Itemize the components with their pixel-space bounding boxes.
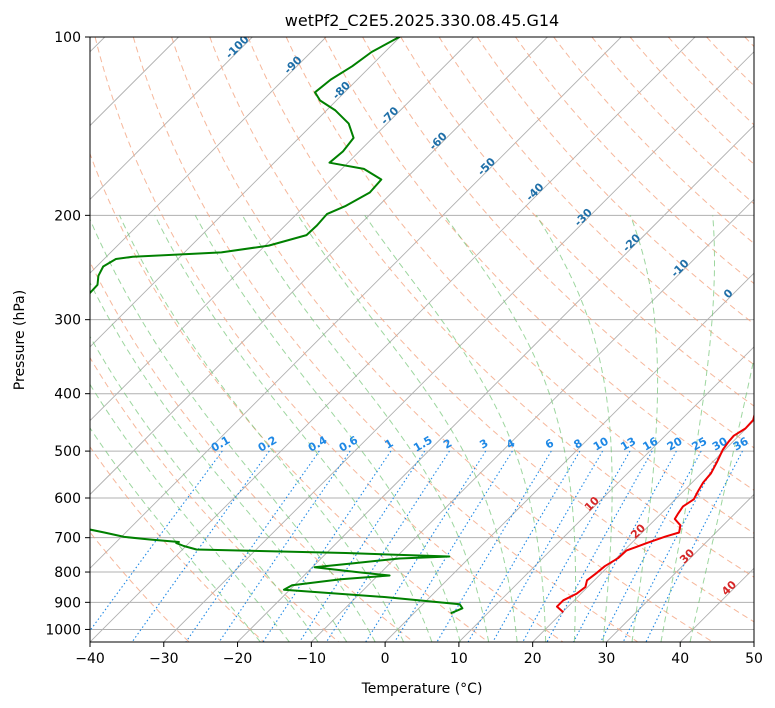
plot-frame [89, 36, 755, 643]
isotherm-line [163, 51, 754, 642]
dry-adiabat [285, 37, 754, 534]
x-axis-title: Temperature (°C) [361, 681, 483, 697]
y-tick-label: 100 [54, 30, 81, 46]
y-tick-label: 1000 [45, 622, 81, 638]
y-tick-label: 600 [54, 491, 81, 507]
y-tick-label: 900 [54, 595, 81, 611]
isotherm-line [90, 37, 253, 200]
y-axis-title: Pressure (hPa) [12, 290, 28, 390]
dry-adiabat [400, 37, 754, 407]
isotherm-line [90, 37, 327, 274]
dry-adiabat [591, 37, 754, 205]
mixing-ratio-line [522, 450, 631, 642]
mixing-ratio-line [546, 450, 653, 642]
x-tick-label: 30 [598, 651, 616, 667]
dry-adiabat [90, 356, 339, 642]
y-tick-label: 800 [54, 565, 81, 581]
temperature-profile-line [556, 412, 754, 613]
moist-adiabat [90, 383, 290, 642]
mixing-ratio-line [262, 450, 392, 642]
moist-adiabat [90, 427, 261, 642]
moist-adiabat [90, 335, 319, 642]
moist-adiabat [629, 215, 659, 642]
dry-adiabat [209, 37, 754, 623]
isotherm-line [237, 124, 754, 642]
mixing-ratio-line [299, 450, 426, 642]
x-tick-label: 40 [671, 651, 689, 667]
dry-adiabat [438, 37, 754, 366]
isotherm-line [458, 346, 754, 642]
isotherm-line [90, 37, 548, 496]
dry-adiabat [171, 37, 713, 642]
dry-adiabat [132, 37, 639, 642]
isotherm-line [90, 37, 622, 569]
moist-adiabat [90, 218, 376, 642]
isotherm-line [90, 37, 696, 642]
x-tick-label: 50 [745, 651, 763, 667]
mixing-ratio-line [573, 450, 677, 642]
y-tick-label: 400 [54, 387, 81, 403]
moist-adiabat [535, 215, 613, 642]
dry-adiabat [362, 37, 754, 449]
x-tick-label: 20 [524, 651, 542, 667]
mixing-ratio-line [90, 450, 223, 632]
moist-adiabat [444, 215, 577, 642]
dry-adiabat [247, 37, 754, 578]
dry-adiabat [553, 37, 754, 245]
x-tick-label: −10 [297, 651, 327, 667]
isotherm-line [90, 37, 474, 422]
moist-adiabat [660, 215, 715, 642]
axes: −40 −30 −20 −10 0 10 20 30 40 50 100 200 300 400 500 60… [45, 30, 763, 667]
moist-adiabat [364, 215, 547, 642]
x-tick-label: 0 [381, 651, 390, 667]
moist-adiabat [241, 215, 490, 642]
moist-adiabat [90, 281, 348, 642]
isotherm-line [384, 272, 754, 642]
dry-adiabat [90, 261, 414, 642]
dewpoint-profile-line [90, 37, 464, 615]
isotherm-line [90, 37, 401, 348]
y-tick-label: 500 [54, 444, 81, 460]
mixing-ratio-line [492, 450, 604, 642]
chart-title: wetPf2_C2E5.2025.330.08.45.G14 [285, 11, 559, 31]
mixing-ratio-line [622, 450, 723, 642]
mixing-ratio-line [600, 450, 702, 642]
isotherm-line [532, 420, 754, 642]
moist-adiabat [119, 215, 405, 642]
mixing-ratio-line [394, 450, 513, 642]
moist-adiabat [194, 215, 461, 642]
dry-adiabat [94, 37, 564, 642]
x-tick-label: −30 [149, 651, 179, 667]
y-tick-label: 700 [54, 531, 81, 547]
x-tick-label: −40 [75, 651, 105, 667]
mixing-ratio-line [185, 450, 320, 642]
isotherm-line [606, 493, 754, 642]
mixing-ratio-line [645, 450, 743, 642]
y-tick-label: 300 [54, 313, 81, 329]
x-tick-label: −20 [223, 651, 253, 667]
x-tick-label: 10 [450, 651, 468, 667]
mixing-ratio-line [218, 450, 351, 642]
y-tick-label: 200 [54, 208, 81, 224]
